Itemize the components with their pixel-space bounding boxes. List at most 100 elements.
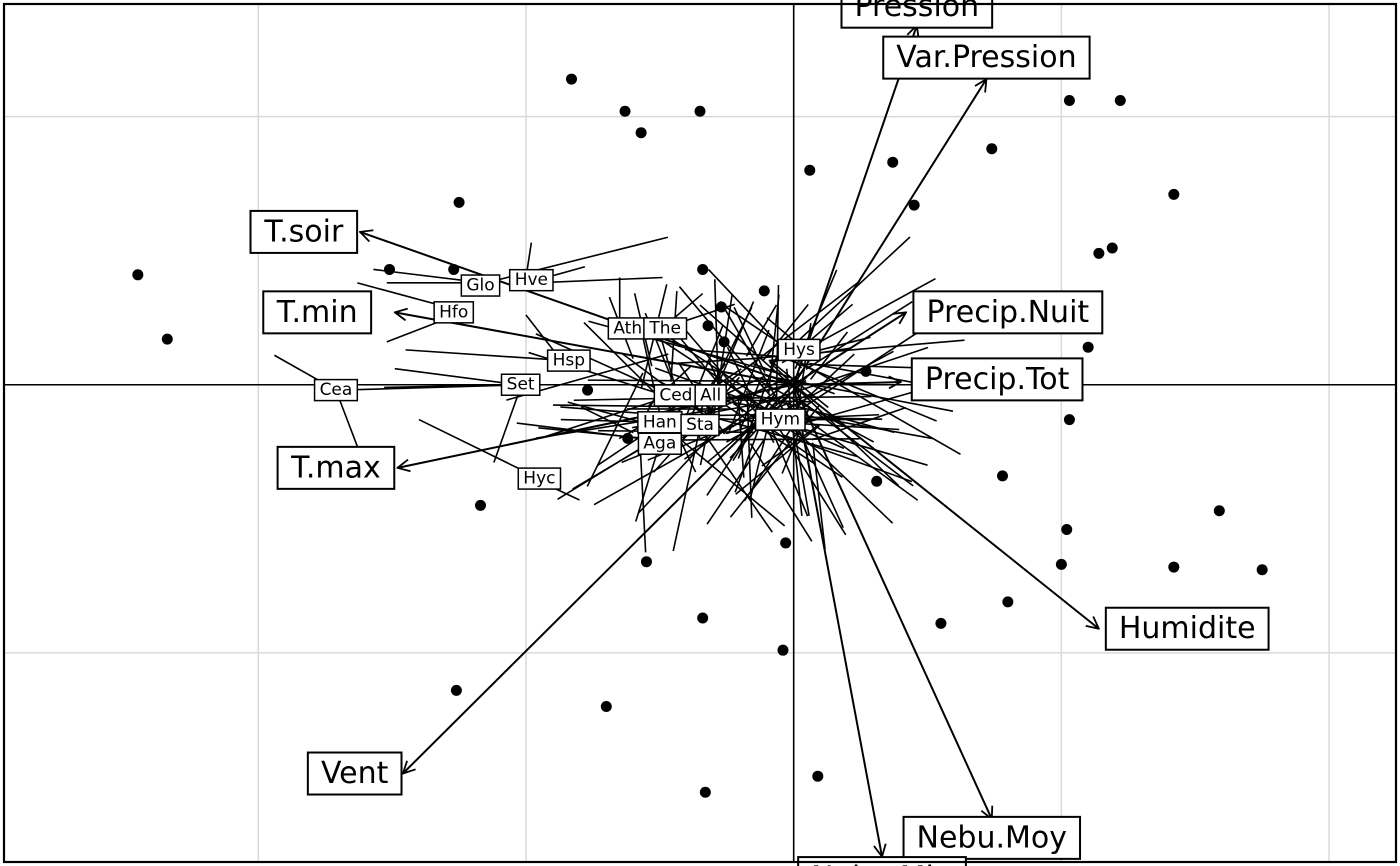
species-segment [493, 387, 522, 463]
data-point-24 [860, 365, 872, 377]
data-point-33 [1061, 524, 1073, 536]
data-point-27 [474, 499, 486, 511]
species-segment [405, 349, 567, 362]
data-point-25 [622, 432, 634, 444]
data-point-42 [450, 684, 462, 696]
species-label-hym: Hym [754, 408, 806, 431]
species-fan-segment [746, 390, 753, 518]
variable-label-t-soir-text: T.soir [263, 214, 344, 249]
species-label-glo: Glo [460, 274, 501, 297]
arrow-humidite [793, 383, 1099, 629]
species-segment [634, 443, 661, 522]
species-segment [536, 276, 663, 284]
data-point-34 [1055, 558, 1067, 570]
species-label-cea-text: Cea [320, 380, 353, 400]
variable-label-t-min-text: T.min [276, 295, 358, 330]
species-label-hfo-text: Hfo [439, 302, 468, 322]
data-point-13 [758, 285, 770, 297]
arrow-vent [403, 384, 795, 774]
species-fan-segment [656, 438, 860, 441]
observation-points [132, 73, 1268, 798]
variable-label-vent: Vent [306, 751, 403, 796]
species-fan-segment [794, 429, 894, 524]
data-point-15 [887, 156, 899, 168]
species-label-the-text: The [648, 318, 681, 338]
species-label-hys: Hys [777, 338, 821, 362]
data-point-29 [697, 612, 709, 624]
variable-label-precip-nuit: Precip.Nuit [912, 290, 1104, 335]
variable-label-t-min: T.min [262, 290, 373, 335]
species-fan-segment [749, 443, 813, 542]
variable-label-humidite: Humidite [1104, 606, 1270, 651]
variable-label-var-pression-text: Var.Pression [896, 40, 1076, 75]
species-segment [384, 383, 518, 389]
species-label-the: The [643, 317, 688, 340]
species-label-hym-text: Hym [761, 410, 800, 430]
data-point-9 [697, 263, 709, 275]
data-point-14 [804, 164, 816, 176]
data-point-7 [635, 127, 647, 139]
species-label-set: Set [500, 373, 541, 396]
data-point-12 [718, 336, 730, 348]
species-fan-segment [786, 358, 937, 422]
species-label-hys-text: Hys [783, 340, 815, 360]
data-point-22 [1093, 247, 1105, 259]
species-label-glo-text: Glo [466, 276, 494, 296]
species-fan-segment [769, 361, 900, 487]
species-label-hsp-text: Hsp [553, 351, 585, 371]
species-fan-segment [733, 306, 766, 373]
data-point-30 [780, 537, 792, 549]
data-point-1 [161, 333, 173, 345]
species-label-hfo: Hfo [433, 301, 475, 324]
data-point-5 [566, 73, 578, 85]
species-label-hyc: Hyc [517, 467, 562, 490]
species-fan-segment [739, 378, 762, 431]
data-point-39 [1002, 596, 1014, 608]
species-label-aga: Aga [637, 432, 683, 455]
species-fan-segment [805, 300, 913, 370]
data-point-21 [1106, 242, 1118, 254]
species-label-ced: Ced [653, 384, 699, 407]
variable-label-nebu-min-text: Nebu.Min [811, 861, 953, 866]
species-label-all-text: All [700, 385, 721, 405]
data-point-32 [996, 470, 1008, 482]
variable-label-t-max-text: T.max [290, 450, 381, 485]
data-point-43 [600, 700, 612, 712]
species-label-ced-text: Ced [659, 385, 692, 405]
species-fan-segment [735, 425, 820, 495]
variable-label-t-max: T.max [276, 445, 396, 490]
species-fan-segment [535, 333, 651, 387]
species-fan-segment [580, 406, 634, 434]
data-point-20 [1168, 188, 1180, 200]
species-fan-segment [785, 368, 803, 517]
variable-label-nebu-moy-text: Nebu.Moy [917, 820, 1067, 855]
species-fan-segment [747, 392, 895, 434]
data-point-35 [1063, 414, 1075, 426]
species-label-aga-text: Aga [643, 434, 676, 454]
data-point-37 [1168, 561, 1180, 573]
data-point-8 [694, 105, 706, 117]
species-fan-segment [783, 236, 911, 355]
species-fan-segment [802, 401, 914, 487]
species-segment [474, 236, 669, 287]
arrow-nebu-min [792, 384, 882, 857]
species-label-sta-text: Sta [686, 415, 714, 435]
arrow-t-min [395, 312, 794, 386]
data-point-3 [448, 263, 460, 275]
data-point-36 [1213, 505, 1225, 517]
data-point-4 [383, 263, 395, 275]
variable-label-vent-text: Vent [321, 756, 389, 791]
data-point-2 [453, 196, 465, 208]
arrow-nebu-moy [792, 384, 992, 819]
species-fan-segment [743, 419, 798, 502]
species-label-cea: Cea [313, 378, 359, 402]
data-point-31 [871, 475, 883, 487]
data-point-23 [1082, 341, 1094, 353]
arrow-t-soir [360, 232, 795, 386]
species-segment [699, 427, 773, 533]
data-point-16 [908, 199, 920, 211]
variable-label-precip-tot: Precip.Tot [910, 357, 1084, 402]
species-label-sta: Sta [680, 413, 720, 437]
